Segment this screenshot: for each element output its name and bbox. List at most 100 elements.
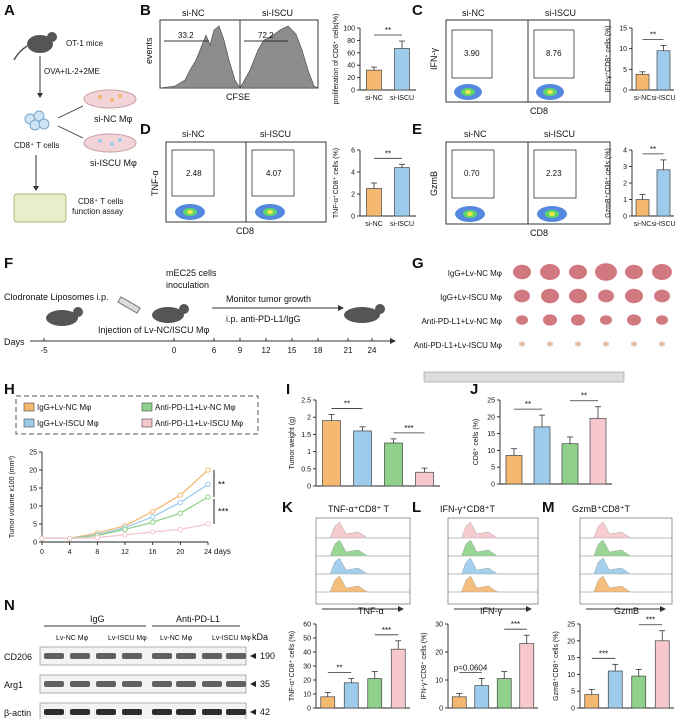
data-point [149, 519, 156, 525]
n-band [202, 709, 222, 715]
m-bar-chart: 0 5 10 15 20 25 GzmB⁺CD8⁺ cells (%) *** *** [552, 616, 674, 713]
f-inj-label: Injection of Lv-NC/ISCU Mφ [98, 325, 210, 335]
panel-label-e: E [412, 121, 422, 138]
c-density-nc [454, 84, 482, 100]
b-histogram-nc [159, 25, 241, 89]
panel-label-f: F [4, 255, 13, 272]
day-label: 0 [172, 346, 177, 355]
bar [635, 199, 650, 217]
m-title: GzmB⁺CD8⁺T [572, 504, 631, 514]
significance-label: ** [525, 400, 531, 409]
assay-label-2: function assay [72, 207, 123, 216]
y-tick-label: 1 [307, 449, 311, 456]
g-row-label: Anti-PD-L1+Lv-ISCU Mφ [414, 341, 502, 350]
day-label: 9 [238, 346, 243, 355]
data-point [177, 499, 184, 506]
data-point [205, 521, 211, 527]
bar [631, 675, 647, 709]
y-axis-label: IFN-γ⁺CD8⁺ cells (%) [420, 632, 428, 699]
n-band [122, 681, 142, 687]
d-title-iscu: si-ISCU [260, 129, 291, 139]
significance-label: *** [511, 620, 520, 629]
tumor [603, 341, 609, 347]
y-tick-label: 0 [439, 706, 443, 713]
tumor [516, 315, 528, 325]
tumor [631, 341, 637, 347]
y-axis-label: GzmB⁺CD8⁺ cells (%) [552, 631, 560, 701]
n-band [226, 653, 246, 659]
well-plate-icon [13, 193, 67, 223]
e-gate-value-iscu: 2.23 [546, 169, 562, 178]
k-title: TNF-α⁺CD8⁺ T [328, 504, 390, 514]
panel-label-l: L [412, 499, 421, 516]
b-gate-value-iscu: 72.2 [258, 31, 274, 40]
y-axis-label: TNF-α⁺CD8⁺ cells (%) [288, 631, 296, 701]
y-tick-label: 4 [623, 148, 627, 155]
tumor [654, 289, 670, 303]
data-point [205, 467, 211, 473]
bar [343, 682, 359, 709]
y-tick-label: 15 [487, 431, 495, 438]
bar [394, 48, 410, 91]
b-title-iscu: si-ISCU [262, 8, 293, 18]
y-tick-label: 50 [303, 636, 311, 643]
histogram-frame [579, 517, 673, 605]
n-band [96, 709, 116, 715]
panel-label-j: J [470, 381, 478, 398]
y-tick-label: 5 [623, 67, 627, 74]
y-tick-label: 30 [303, 664, 311, 671]
panel-label-m: M [542, 499, 555, 516]
histogram-trace [580, 539, 672, 557]
y-tick-label: 25 [487, 398, 495, 405]
d-title-nc: si-NC [182, 129, 205, 139]
d-ylabel: TNF-α [150, 170, 160, 196]
y-axis-label: proliferation of CD8⁺ cells(%) [332, 14, 340, 105]
histogram-frame [315, 517, 411, 605]
significance-label: ** [650, 30, 656, 39]
arrow-head-icon [37, 93, 43, 98]
histogram-stacks [315, 517, 673, 612]
y-tick-label: 60 [347, 50, 355, 57]
bar [519, 643, 535, 709]
n-lane-label: Lv-NC Mφ [160, 635, 193, 642]
x-tick-label: si-ISCU [651, 95, 675, 102]
significance-label: ** [581, 392, 587, 401]
significance-label: ** [385, 149, 391, 158]
x-tick-label: 24 [204, 549, 212, 556]
y-tick-label: 0 [351, 88, 355, 95]
g-row-label: IgG+Lv-NC Mφ [448, 269, 502, 278]
bar [496, 678, 512, 709]
significance-label: ** [218, 479, 226, 489]
bar [320, 696, 336, 709]
d-density-iscu [255, 204, 285, 220]
b-xlabel: CFSE [226, 92, 250, 102]
y-tick-label: 3 [623, 164, 627, 171]
bar [322, 420, 341, 487]
y-tick-label: 20 [347, 75, 355, 82]
bar [367, 678, 383, 709]
data-point [122, 526, 128, 533]
y-tick-label: 15 [619, 26, 627, 33]
y-tick-label: 25 [567, 622, 575, 629]
histogram-trace [316, 557, 410, 575]
x-tick-label: si-NC [365, 95, 383, 102]
bar [474, 685, 490, 709]
legend-swatch [23, 402, 35, 412]
panel-label-i: I [286, 381, 290, 398]
significance-label: p=0.0604 [454, 664, 488, 673]
y-tick-label: 5 [571, 689, 575, 696]
y-tick-label: 5 [491, 465, 495, 472]
f-mouse-3 [344, 304, 385, 323]
y-tick-label: 0 [307, 484, 311, 491]
significance-label: *** [599, 649, 608, 658]
data-point [205, 481, 211, 488]
f-mouse-2 [152, 304, 189, 323]
c-ylabel: IFN-γ [429, 48, 439, 70]
n-band [122, 709, 142, 715]
assay-label-1: CD8⁺ T cells [78, 197, 123, 206]
d-gate-value-nc: 2.48 [186, 169, 202, 178]
significance-label: ** [344, 399, 350, 408]
c-bar-chart: 0 5 10 15 IFN-γ⁺CD8⁺ cells (%) si-NC si-ISCU ** [604, 25, 676, 102]
